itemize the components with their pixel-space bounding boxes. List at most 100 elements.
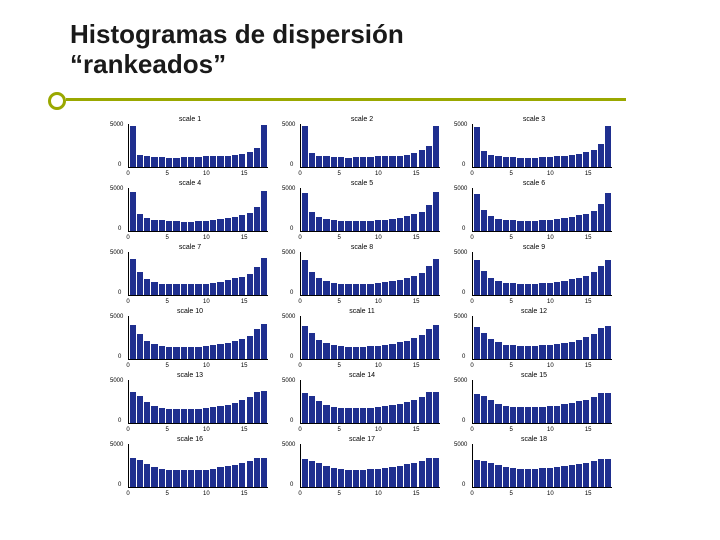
bar bbox=[382, 282, 388, 294]
bar bbox=[309, 212, 315, 231]
bar bbox=[254, 267, 260, 295]
y-tick-bottom: 0 bbox=[462, 354, 465, 360]
bar bbox=[360, 470, 366, 487]
bar bbox=[583, 214, 589, 231]
y-tick-bottom: 0 bbox=[290, 482, 293, 488]
bar bbox=[576, 464, 582, 487]
panel-title: scale 7 bbox=[110, 244, 270, 251]
bar bbox=[389, 405, 395, 423]
panel-title: scale 10 bbox=[110, 308, 270, 315]
x-tick: 15 bbox=[585, 491, 592, 497]
x-tick: 15 bbox=[585, 299, 592, 305]
bar bbox=[151, 282, 157, 295]
bar bbox=[217, 282, 223, 295]
bar bbox=[411, 214, 417, 230]
bar bbox=[130, 192, 136, 231]
bar bbox=[481, 271, 487, 295]
bar bbox=[532, 407, 538, 422]
bar bbox=[569, 155, 575, 167]
bar bbox=[474, 460, 480, 487]
bar bbox=[203, 221, 209, 231]
bar bbox=[137, 334, 143, 359]
plot-area bbox=[128, 380, 268, 424]
x-ticks: 051015 bbox=[300, 489, 440, 497]
x-tick: 10 bbox=[203, 427, 210, 433]
bar bbox=[254, 148, 260, 167]
x-tick: 5 bbox=[338, 427, 341, 433]
histogram-panel: scale 1650000051015 bbox=[110, 438, 270, 496]
bar bbox=[547, 157, 553, 167]
plot-area bbox=[128, 316, 268, 360]
bar bbox=[217, 219, 223, 231]
bar bbox=[433, 126, 439, 167]
bar bbox=[525, 346, 531, 359]
bar bbox=[532, 158, 538, 167]
bar bbox=[254, 392, 260, 423]
y-tick-bottom: 0 bbox=[462, 418, 465, 424]
bar bbox=[225, 343, 231, 359]
bar bbox=[488, 155, 494, 167]
bar bbox=[302, 126, 308, 166]
bar bbox=[503, 345, 509, 359]
bar bbox=[433, 259, 439, 295]
x-tick: 0 bbox=[470, 235, 473, 241]
bar bbox=[247, 336, 253, 359]
bar bbox=[316, 278, 322, 294]
bar bbox=[404, 341, 410, 359]
plot-area bbox=[472, 316, 612, 360]
bar bbox=[338, 469, 344, 487]
x-tick: 15 bbox=[241, 363, 248, 369]
x-tick: 10 bbox=[547, 235, 554, 241]
x-tick: 15 bbox=[585, 235, 592, 241]
bar bbox=[576, 215, 582, 230]
bar bbox=[488, 278, 494, 295]
bar bbox=[569, 465, 575, 487]
x-tick: 0 bbox=[126, 235, 129, 241]
bar bbox=[367, 284, 373, 295]
bar bbox=[554, 467, 560, 487]
bar bbox=[382, 468, 388, 487]
x-tick: 0 bbox=[470, 171, 473, 177]
bar bbox=[591, 211, 597, 231]
x-tick: 5 bbox=[166, 299, 169, 305]
bar bbox=[210, 220, 216, 231]
histogram-panel: scale 1050000051015 bbox=[110, 310, 270, 368]
bar bbox=[481, 210, 487, 231]
x-tick: 5 bbox=[338, 235, 341, 241]
bar bbox=[598, 266, 604, 295]
x-tick: 10 bbox=[547, 427, 554, 433]
x-tick: 5 bbox=[166, 235, 169, 241]
bar bbox=[605, 260, 611, 295]
bar bbox=[173, 284, 179, 294]
y-tick-top: 5000 bbox=[110, 378, 123, 384]
bar bbox=[338, 408, 344, 423]
bar bbox=[225, 405, 231, 423]
panel-title: scale 9 bbox=[454, 244, 614, 251]
bar bbox=[389, 219, 395, 231]
x-tick: 0 bbox=[298, 235, 301, 241]
x-tick: 5 bbox=[166, 427, 169, 433]
bar bbox=[203, 156, 209, 166]
bar bbox=[331, 220, 337, 230]
slide: Histogramas de dispersión “rankeados” sc… bbox=[0, 0, 720, 540]
bar bbox=[495, 342, 501, 358]
bar bbox=[547, 220, 553, 231]
bar bbox=[433, 192, 439, 231]
bar bbox=[181, 222, 187, 231]
y-tick-bottom: 0 bbox=[118, 482, 121, 488]
panel-title: scale 5 bbox=[282, 180, 442, 187]
bar bbox=[411, 400, 417, 423]
bar bbox=[261, 458, 267, 487]
bar bbox=[495, 404, 501, 423]
bar bbox=[510, 157, 516, 166]
bar bbox=[426, 458, 432, 486]
bar bbox=[316, 401, 322, 423]
title-underline bbox=[70, 86, 680, 108]
panel-title: scale 18 bbox=[454, 436, 614, 443]
x-tick: 15 bbox=[241, 427, 248, 433]
y-tick-top: 5000 bbox=[110, 122, 123, 128]
bar bbox=[239, 154, 245, 167]
bar bbox=[360, 347, 366, 359]
bar bbox=[554, 406, 560, 423]
x-tick: 0 bbox=[298, 299, 301, 305]
